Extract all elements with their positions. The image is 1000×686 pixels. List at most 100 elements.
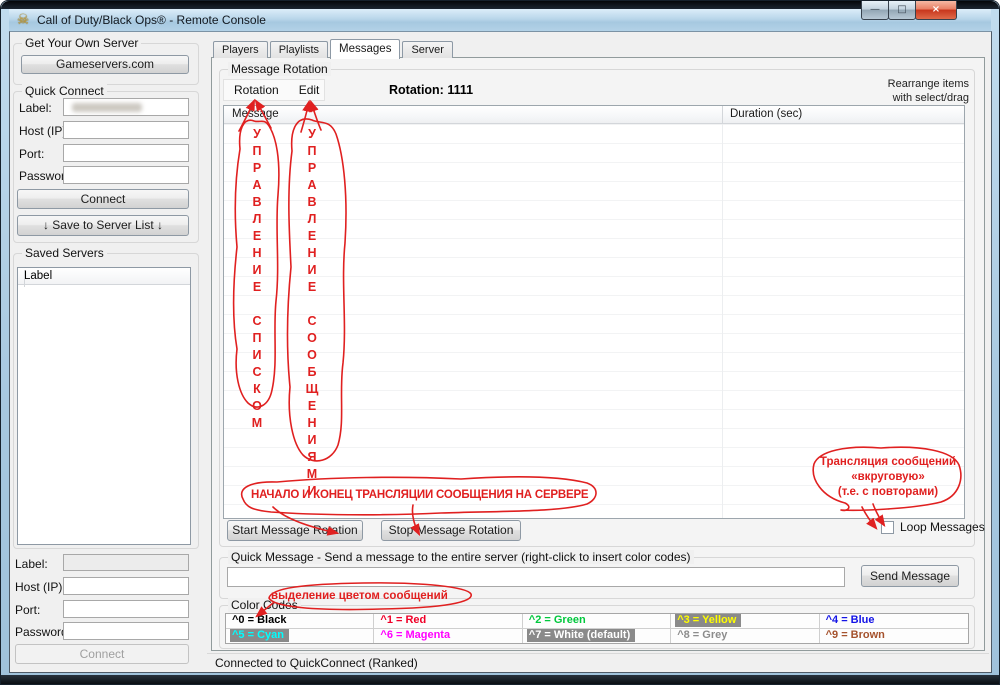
color-code-cell: ^1 = Red (374, 614, 523, 629)
stop-message-rotation-button[interactable]: Stop Message Rotation (381, 520, 521, 541)
group-legend: Quick Message - Send a message to the en… (228, 550, 694, 564)
color-code-4: ^4 = Blue (825, 614, 875, 627)
tab-players[interactable]: Players (213, 41, 268, 58)
bottom-label-field-label: Label: (15, 557, 48, 571)
annotation-color-note: выделение цветом сообщений (271, 590, 448, 602)
saved-servers-header[interactable]: Label (18, 268, 190, 287)
rearrange-hint-line2: with select/drag (892, 92, 969, 104)
start-message-rotation-button[interactable]: Start Message Rotation (227, 520, 363, 541)
color-code-5: ^5 = Cyan (230, 629, 289, 643)
column-divider[interactable] (722, 106, 723, 124)
bottom-label-input (63, 554, 189, 571)
window-title: Call of Duty/Black Ops® - Remote Console (37, 13, 266, 27)
color-code-1: ^1 = Red (380, 614, 427, 627)
menu-rotation[interactable]: Rotation (234, 83, 279, 97)
annotation-loop-line1: Трансляция сообщений (819, 456, 957, 468)
color-code-0: ^0 = Black (232, 614, 287, 627)
gameservers-button[interactable]: Gameservers.com (21, 55, 189, 74)
annotation-message-management: УПРАВЛЕНИЕ СООБЩЕНИЯМИ (305, 127, 319, 501)
rotation-value-line: Rotation: 1111 (389, 83, 473, 97)
loop-messages-label: Loop Messages (900, 520, 985, 534)
column-divider[interactable] (24, 270, 25, 287)
rearrange-hint-line1: Rearrange items (887, 78, 969, 90)
menu-edit[interactable]: Edit (298, 83, 320, 97)
group-legend: Quick Connect (22, 84, 107, 98)
message-rotation-group: Message Rotation (219, 62, 975, 547)
label-field-label: Label: (19, 101, 52, 115)
annotation-list-management: УПРАВЛЕНИЕ СПИСКОМ (250, 127, 264, 433)
column-divider-line (722, 124, 723, 518)
status-bar: Connected to QuickConnect (Ranked) (207, 653, 989, 672)
color-code-cell: ^0 = Black (226, 614, 375, 629)
duration-column-header[interactable]: Duration (sec) (730, 108, 803, 120)
minimize-icon: — (870, 4, 880, 15)
titlebar[interactable]: ☠ Call of Duty/Black Ops® - Remote Conso… (9, 9, 991, 31)
message-column-header[interactable]: Message (232, 108, 279, 120)
skull-icon: ☠ (16, 12, 30, 28)
quick-message-group: Quick Message - Send a message to the en… (219, 550, 975, 599)
rotation-label: Rotation: (389, 83, 444, 97)
maximize-button[interactable]: □ (888, 1, 916, 20)
status-text: Connected to QuickConnect (Ranked) (215, 656, 418, 670)
send-message-button[interactable]: Send Message (861, 565, 959, 587)
rotation-value: 1111 (447, 83, 474, 97)
color-code-cell: ^9 = Brown (820, 629, 968, 644)
color-code-cell: ^8 = Grey (671, 628, 820, 643)
window-bottom-border (1, 675, 999, 684)
color-code-cell: ^7 = White (default) (523, 628, 672, 643)
label-column-header[interactable]: Label (24, 270, 53, 282)
group-legend: Message Rotation (228, 62, 331, 76)
quick-message-input[interactable] (227, 567, 845, 587)
color-code-6: ^6 = Magenta (380, 629, 451, 642)
color-code-2: ^2 = Green (528, 614, 586, 627)
annotation-loop: Трансляция сообщений «вкруговую» (т.е. с… (819, 455, 957, 500)
color-code-cell: ^2 = Green (522, 614, 672, 629)
color-codes-table: ^0 = Black ^1 = Red ^2 = Green ^3 = Yell… (225, 613, 969, 644)
bottom-port-field-label: Port: (15, 603, 41, 617)
tab-server[interactable]: Server (402, 41, 453, 58)
bottom-password-input[interactable] (63, 622, 189, 640)
saved-servers-list[interactable]: Label (17, 267, 191, 545)
maximize-icon: □ (897, 4, 907, 15)
minimize-button[interactable]: — (861, 1, 889, 20)
host-input[interactable] (63, 121, 189, 139)
color-code-cell: ^5 = Cyan (226, 628, 375, 643)
tab-strip: Players Playlists Messages Server (213, 39, 455, 59)
censored-text (72, 103, 142, 112)
color-code-3: ^3 = Yellow (675, 614, 742, 628)
window-controls: — □ × (861, 1, 957, 20)
loop-messages-checkbox[interactable] (881, 521, 894, 534)
save-to-server-list-button[interactable]: ↓ Save to Server List ↓ (17, 215, 189, 236)
list-header[interactable]: Message Duration (sec) (224, 106, 964, 124)
tab-messages[interactable]: Messages (330, 39, 401, 59)
bottom-host-field-label: Host (IP): (15, 580, 66, 594)
bottom-host-input[interactable] (63, 577, 189, 595)
annotation-broadcast-startstop: НАЧАЛО И КОНЕЦ ТРАНСЛЯЦИИ СООБЩЕНИЯ НА С… (251, 489, 589, 501)
annotation-loop-line3: (т.е. с повторами) (837, 486, 939, 498)
quick-connect-group: Quick Connect (13, 84, 199, 243)
label-input[interactable] (63, 98, 189, 116)
host-field-label: Host (IP): (19, 124, 70, 138)
rearrange-hint: Rearrange items with select/drag (839, 77, 969, 105)
color-code-7: ^7 = White (default) (526, 629, 636, 643)
close-button[interactable]: × (915, 1, 957, 20)
color-code-cell: ^6 = Magenta (374, 628, 523, 643)
color-code-cell: ^4 = Blue (819, 614, 968, 629)
color-code-9: ^9 = Brown (825, 629, 885, 642)
color-code-cell: ^3 = Yellow (671, 614, 820, 629)
password-input[interactable] (63, 166, 189, 184)
connect-button[interactable]: Connect (17, 189, 189, 209)
group-legend: Get Your Own Server (22, 36, 142, 50)
close-icon: × (931, 4, 941, 15)
rotation-menu-strip: Rotation Edit (223, 79, 325, 101)
saved-servers-group: Saved Servers (13, 246, 199, 549)
password-field-label: Password: (19, 169, 76, 183)
bottom-port-input[interactable] (63, 600, 189, 618)
tab-playlists[interactable]: Playlists (269, 41, 329, 58)
port-field-label: Port: (19, 147, 45, 161)
color-code-8: ^8 = Grey (677, 629, 728, 642)
port-input[interactable] (63, 144, 189, 162)
group-legend: Saved Servers (22, 246, 107, 260)
bottom-connect-button: Connect (15, 644, 189, 664)
